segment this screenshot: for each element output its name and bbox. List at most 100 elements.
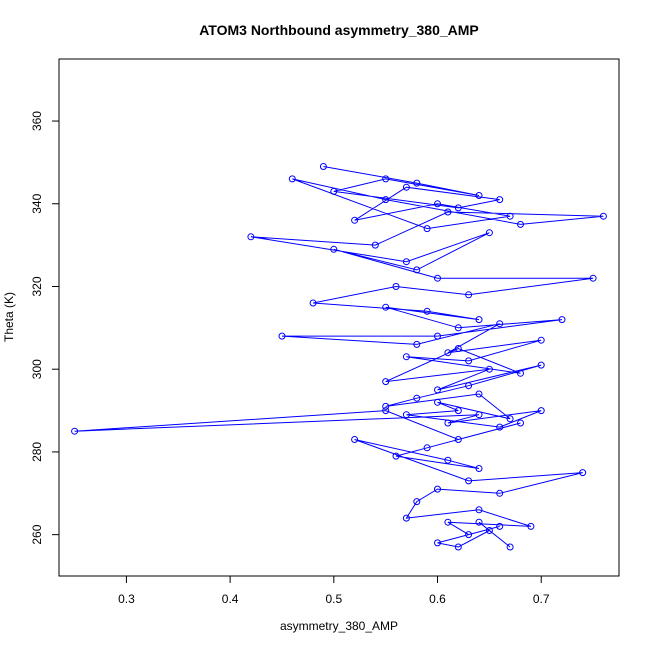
data-point [444, 349, 452, 357]
y-tick-label: 300 [30, 359, 44, 379]
y-tick-label: 280 [30, 442, 44, 462]
data-point [444, 518, 452, 526]
data-point [454, 345, 462, 352]
data-point [465, 477, 473, 485]
data-point [434, 332, 441, 340]
data-point [444, 208, 452, 216]
data-point [454, 436, 462, 443]
data-point [506, 415, 514, 423]
data-point [392, 283, 400, 290]
data-point [475, 506, 483, 514]
data-point [434, 485, 441, 493]
x-axis: 0.3 0.4 0.5 0.6 0.7 [118, 575, 550, 606]
data-point [434, 398, 441, 406]
data-point [517, 369, 524, 377]
x-tick-label: 0.5 [325, 592, 342, 606]
data-point [496, 423, 504, 431]
data-point [444, 419, 452, 427]
y-tick-label: 320 [30, 276, 44, 296]
data-point [465, 382, 473, 390]
data-point [382, 303, 390, 311]
data-point [465, 291, 473, 299]
data-point [599, 212, 607, 220]
data-point [527, 522, 535, 530]
data-point [485, 527, 493, 534]
data-point [413, 266, 421, 274]
data-point [485, 229, 493, 237]
data-point [496, 196, 504, 204]
plot-area [58, 58, 620, 577]
data-point [413, 498, 421, 506]
data-point [413, 179, 421, 187]
data-point [454, 204, 462, 212]
data-point [506, 212, 514, 220]
data-point [496, 522, 504, 530]
y-tick-label: 360 [30, 111, 44, 131]
data-point [423, 307, 431, 315]
data-point [485, 365, 493, 373]
data-point [413, 394, 421, 402]
data-point [423, 225, 431, 233]
data-point [517, 220, 524, 228]
data-point [465, 357, 473, 365]
data-point [382, 378, 390, 386]
data-point [278, 332, 286, 340]
data-point [475, 316, 483, 324]
data-point [434, 386, 441, 394]
data-point [382, 196, 390, 204]
data-point [506, 543, 514, 551]
data-point [496, 489, 504, 497]
x-tick-label: 0.6 [429, 592, 446, 606]
y-axis: 260 280 300 320 340 360 [30, 111, 60, 545]
data-point [475, 518, 483, 526]
data-point [402, 258, 410, 266]
data-point [434, 200, 441, 208]
x-axis-label: asymmetry_380_AMP [280, 619, 398, 633]
data-point [537, 361, 545, 369]
data-point [402, 183, 410, 191]
data-point [517, 419, 524, 427]
data-point [413, 340, 421, 348]
data-point [382, 407, 390, 415]
data-point [454, 407, 462, 415]
data-point [454, 324, 462, 332]
data-point [309, 299, 317, 307]
data-point [475, 390, 483, 398]
data-point [402, 514, 410, 522]
y-axis-label: Theta (K) [2, 292, 16, 342]
x-tick-label: 0.3 [118, 592, 135, 606]
data-point [444, 456, 452, 464]
data-point [475, 411, 483, 419]
data-point [434, 539, 441, 547]
series-line [74, 166, 604, 548]
chart-title: ATOM3 Northbound asymmetry_380_AMP [199, 22, 479, 38]
data-point [319, 163, 327, 170]
x-tick-label: 0.4 [222, 592, 239, 606]
data-point [330, 187, 338, 195]
data-point [382, 402, 390, 410]
data-point [371, 241, 379, 249]
data-point [402, 411, 410, 419]
data-point [465, 531, 473, 539]
data-point [402, 353, 410, 361]
data-point [475, 192, 483, 199]
x-tick-label: 0.7 [533, 592, 550, 606]
data-point [71, 427, 79, 435]
data-point [247, 233, 255, 241]
y-tick-label: 340 [30, 193, 44, 213]
data-point [496, 320, 504, 328]
data-point [589, 274, 597, 282]
data-point [351, 216, 359, 224]
data-point [351, 436, 359, 443]
data-point [288, 175, 296, 183]
data-point [423, 444, 431, 452]
data-point [537, 407, 545, 415]
data-point [579, 469, 587, 477]
data-point [434, 274, 441, 282]
data-point [475, 465, 483, 472]
data-point [382, 175, 390, 183]
data-point [330, 245, 338, 253]
data-point [558, 316, 566, 324]
y-tick-label: 260 [30, 524, 44, 544]
